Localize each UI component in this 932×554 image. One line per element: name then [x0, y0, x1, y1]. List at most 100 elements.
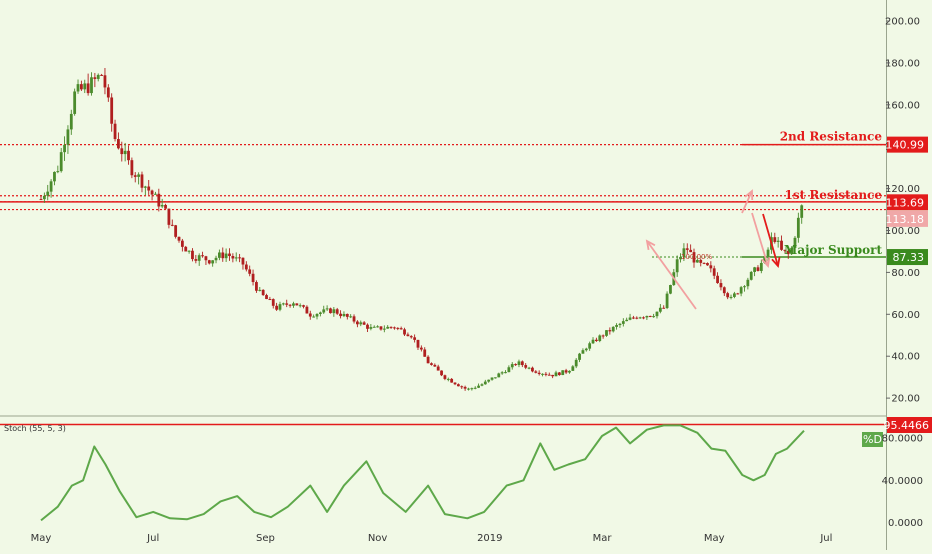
- x-tick-label: May: [31, 533, 52, 544]
- candle-body: [541, 374, 544, 375]
- candle-body: [757, 267, 760, 271]
- candle-body: [322, 309, 325, 312]
- candle-body: [329, 308, 332, 313]
- y-tick-label: 100.00: [885, 226, 920, 237]
- candle-body: [578, 354, 581, 360]
- candle-body: [356, 322, 359, 325]
- candle-body: [77, 84, 80, 91]
- candle-body: [285, 303, 288, 304]
- candle-body: [565, 370, 568, 372]
- candle-body: [383, 329, 386, 330]
- candle-body: [767, 250, 770, 257]
- candle-body: [228, 254, 231, 256]
- candle-body: [127, 151, 130, 160]
- candle-body: [110, 97, 113, 123]
- candle-body: [289, 305, 292, 306]
- candle-body: [306, 307, 309, 314]
- candle-body: [558, 372, 561, 375]
- candle-body: [221, 252, 224, 258]
- candle-body: [73, 91, 76, 113]
- candle-body: [262, 290, 265, 295]
- candle-body: [514, 364, 517, 365]
- candle-body: [188, 251, 191, 252]
- candle-body: [474, 388, 477, 389]
- candle-body: [201, 255, 204, 256]
- candle-body: [571, 366, 574, 371]
- candle-body: [83, 83, 86, 89]
- candle-body: [582, 350, 585, 353]
- candle-body: [215, 258, 218, 260]
- candle-body: [612, 327, 615, 331]
- candle-body: [390, 327, 393, 328]
- candle-body: [669, 285, 672, 294]
- candle-body: [181, 241, 184, 247]
- candle-body: [279, 304, 282, 310]
- candle-body: [161, 205, 164, 207]
- candle-body: [736, 293, 739, 294]
- candle-body: [635, 318, 638, 319]
- candle-body: [171, 225, 174, 226]
- y-tick-label: 40.00: [891, 352, 920, 363]
- candle-body: [720, 283, 723, 287]
- candle-body: [282, 303, 285, 304]
- fib-label: 100.00%: [681, 253, 712, 261]
- candle-body: [545, 374, 548, 375]
- candle-body: [521, 361, 524, 365]
- candle-body: [63, 145, 66, 152]
- candle-body: [659, 308, 662, 312]
- candle-body: [406, 334, 409, 336]
- candle-body: [359, 322, 362, 324]
- candle-body: [258, 290, 261, 291]
- candle-body: [386, 327, 389, 329]
- candle-body: [299, 305, 302, 306]
- x-tick-label: Sep: [256, 533, 275, 544]
- candle-body: [447, 379, 450, 380]
- candle-body: [205, 256, 208, 260]
- resistance-1-label: 1st Resistance: [785, 188, 883, 202]
- candle-body: [93, 77, 96, 79]
- candle-body: [366, 325, 369, 329]
- candle-body: [632, 318, 635, 319]
- x-tick-label: Nov: [368, 533, 388, 544]
- stoch-y-tick-label: 80.0000: [882, 434, 923, 445]
- candle-body: [622, 321, 625, 324]
- candle-body: [487, 380, 490, 382]
- candle-body: [497, 373, 500, 377]
- candle-body: [433, 365, 436, 367]
- candle-body: [302, 305, 305, 307]
- candle-body: [800, 205, 803, 218]
- candle-body: [198, 255, 201, 261]
- candle-body: [369, 327, 372, 329]
- badge-stoch-level-text: 95.4466: [884, 419, 930, 432]
- stoch-y-tick-label: 40.0000: [882, 476, 923, 487]
- candle-body: [760, 263, 763, 271]
- candle-body: [312, 317, 315, 318]
- stoch-y-tick-label: 0.0000: [888, 518, 923, 529]
- candle-body: [534, 371, 537, 372]
- badge-support-text: 87.33: [893, 251, 925, 264]
- candle-body: [750, 272, 753, 280]
- candle-body: [292, 303, 295, 305]
- candle-body: [336, 309, 339, 313]
- candle-body: [275, 306, 278, 310]
- candle-body: [625, 320, 628, 321]
- candle-body: [104, 75, 107, 87]
- candle-body: [380, 326, 383, 329]
- candle-body: [53, 172, 56, 181]
- candle-body: [585, 349, 588, 351]
- candle-body: [413, 337, 416, 340]
- candle-body: [615, 325, 618, 327]
- candle-body: [666, 294, 669, 308]
- candle-body: [595, 340, 598, 341]
- candle-body: [248, 269, 251, 273]
- badge-level-113-18: 113.18: [886, 211, 929, 227]
- badge-stoch-level: 95.4466: [884, 417, 932, 433]
- candle-body: [464, 387, 467, 389]
- candle-body: [440, 371, 443, 376]
- candle-body: [427, 357, 430, 363]
- support-label: Major Support: [784, 243, 882, 257]
- badge-support: 87.33: [887, 249, 928, 265]
